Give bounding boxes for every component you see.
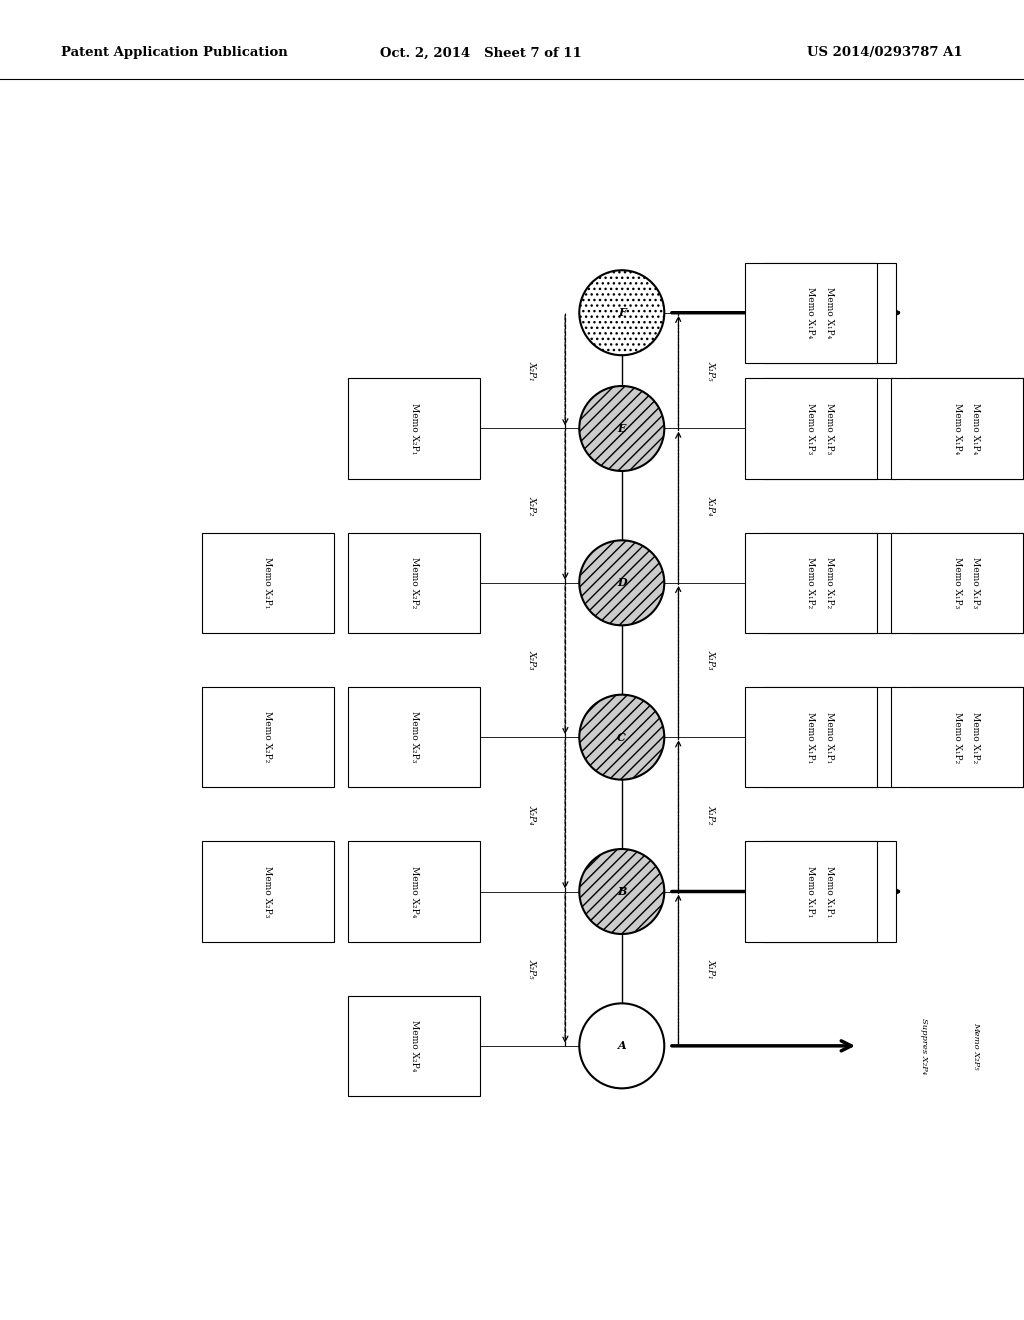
Text: Memo X₁P₁: Memo X₁P₁ — [825, 866, 835, 917]
Text: Memo X₁P₃: Memo X₁P₃ — [806, 403, 815, 454]
Text: Memo X₁P₁: Memo X₁P₁ — [806, 866, 815, 917]
Text: Memo X₁P₁: Memo X₁P₁ — [806, 711, 815, 763]
Text: X₁P₅: X₁P₅ — [707, 360, 716, 380]
Text: Memo X₂P₂: Memo X₂P₂ — [263, 711, 272, 763]
Text: Memo X₂P₄: Memo X₂P₄ — [410, 866, 419, 917]
Text: Memo X₂P₁: Memo X₂P₁ — [263, 557, 272, 609]
Text: Memo X₁P₃: Memo X₁P₃ — [972, 557, 980, 609]
Text: Memo X₂P₁: Memo X₂P₁ — [410, 403, 419, 454]
Text: Memo X₂P₃: Memo X₂P₃ — [263, 866, 272, 917]
FancyBboxPatch shape — [744, 379, 877, 479]
FancyBboxPatch shape — [764, 379, 896, 479]
FancyBboxPatch shape — [764, 686, 896, 787]
FancyBboxPatch shape — [891, 379, 1023, 479]
Text: Memo X₁P₄: Memo X₁P₄ — [806, 288, 815, 338]
Text: Suppres X₂P₄: Suppres X₂P₄ — [920, 1018, 928, 1074]
FancyBboxPatch shape — [910, 686, 1024, 787]
FancyBboxPatch shape — [744, 533, 877, 634]
Text: X₁P₁: X₁P₁ — [707, 958, 716, 978]
Text: X₁P₃: X₁P₃ — [707, 651, 716, 669]
FancyBboxPatch shape — [910, 379, 1024, 479]
Text: Memo X₁P₂: Memo X₁P₂ — [972, 711, 980, 763]
Text: Memo X₁P₁: Memo X₁P₁ — [825, 711, 835, 763]
Text: US 2014/0293787 A1: US 2014/0293787 A1 — [807, 46, 963, 59]
FancyBboxPatch shape — [348, 995, 480, 1096]
FancyBboxPatch shape — [891, 533, 1023, 634]
Text: Memo X₂P₃: Memo X₂P₃ — [410, 711, 419, 763]
FancyBboxPatch shape — [891, 686, 1023, 787]
Text: X₂P₄: X₂P₄ — [527, 804, 537, 824]
Ellipse shape — [580, 385, 665, 471]
Text: Memo X₂P₅: Memo X₂P₅ — [972, 1022, 980, 1069]
Text: Memo X₁P₄: Memo X₁P₄ — [952, 403, 962, 454]
FancyBboxPatch shape — [348, 841, 480, 941]
Ellipse shape — [580, 1003, 665, 1089]
Text: Patent Application Publication: Patent Application Publication — [61, 46, 288, 59]
Text: Memo X₁P₂: Memo X₁P₂ — [806, 557, 815, 609]
Text: A: A — [617, 1040, 626, 1051]
Text: Memo X₂P₄: Memo X₂P₄ — [410, 1020, 419, 1072]
Text: Memo X₁P₄: Memo X₁P₄ — [825, 288, 835, 338]
Text: D: D — [617, 577, 627, 589]
FancyBboxPatch shape — [202, 686, 334, 787]
Text: Memo X₂P₂: Memo X₂P₂ — [410, 557, 419, 609]
FancyBboxPatch shape — [348, 533, 480, 634]
Text: Memo X₁P₄: Memo X₁P₄ — [972, 403, 980, 454]
FancyBboxPatch shape — [348, 686, 480, 787]
Ellipse shape — [580, 849, 665, 935]
Text: X₂P₂: X₂P₂ — [527, 496, 537, 516]
Text: Memo X₁P₂: Memo X₁P₂ — [825, 557, 835, 609]
Text: X₂P₃: X₂P₃ — [527, 651, 537, 669]
FancyBboxPatch shape — [744, 686, 877, 787]
Text: B: B — [617, 886, 627, 898]
FancyBboxPatch shape — [744, 263, 877, 363]
FancyBboxPatch shape — [764, 263, 896, 363]
Ellipse shape — [580, 540, 665, 626]
FancyBboxPatch shape — [348, 379, 480, 479]
Text: Memo X₁P₃: Memo X₁P₃ — [952, 557, 962, 609]
Text: E: E — [617, 422, 626, 434]
Text: Memo X₁P₃: Memo X₁P₃ — [825, 403, 835, 454]
FancyBboxPatch shape — [910, 533, 1024, 634]
Text: X₂P₁: X₂P₁ — [527, 360, 537, 380]
FancyBboxPatch shape — [764, 533, 896, 634]
FancyBboxPatch shape — [202, 533, 334, 634]
Text: X₁P₂: X₁P₂ — [707, 804, 716, 824]
Text: Oct. 2, 2014   Sheet 7 of 11: Oct. 2, 2014 Sheet 7 of 11 — [380, 46, 583, 59]
FancyBboxPatch shape — [202, 841, 334, 941]
Text: Memo X₁P₂: Memo X₁P₂ — [952, 711, 962, 763]
Text: C: C — [617, 731, 627, 743]
FancyBboxPatch shape — [744, 841, 877, 941]
FancyBboxPatch shape — [764, 841, 896, 941]
Text: X₁P₄: X₁P₄ — [707, 496, 716, 516]
Ellipse shape — [580, 694, 665, 780]
Ellipse shape — [580, 271, 665, 355]
Text: X₂P₅: X₂P₅ — [527, 958, 537, 978]
Text: F: F — [617, 308, 626, 318]
